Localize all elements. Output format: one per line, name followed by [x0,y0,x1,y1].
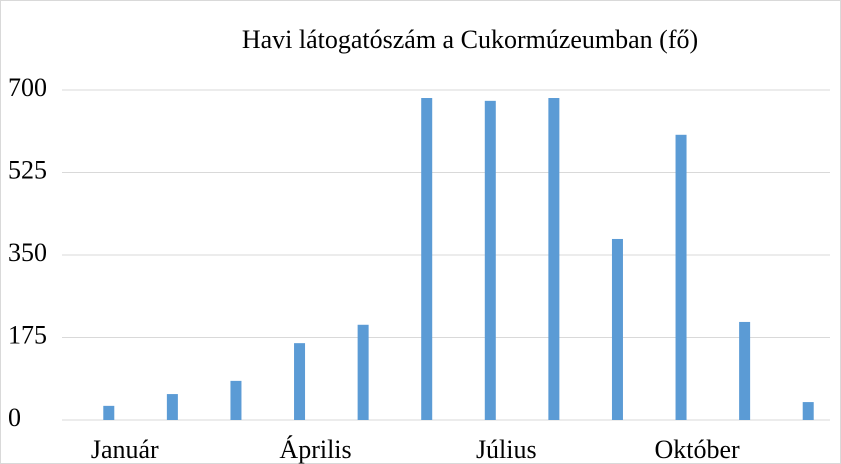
bar [166,394,178,420]
bar [421,98,433,420]
bar [230,380,242,420]
x-tick-label: Július [476,435,537,464]
y-tick-label: 700 [8,73,47,102]
y-tick-label: 175 [8,320,47,349]
bar [548,98,560,420]
bar [294,343,306,420]
y-tick-label: 0 [8,403,21,432]
x-tick-label: Április [279,435,351,464]
bar [484,100,496,420]
x-tick-label: Október [654,435,740,464]
y-tick-label: 525 [8,155,47,184]
y-tick-label: 350 [8,238,47,267]
bar [739,321,751,420]
chart-title: Havi látogatószám a Cukormúzeumban (fő) [242,25,698,54]
bar [611,238,623,420]
bar [675,134,687,421]
bar [802,402,814,420]
x-tick-label: Január [91,435,159,464]
bar [357,324,369,420]
bar [103,405,115,420]
